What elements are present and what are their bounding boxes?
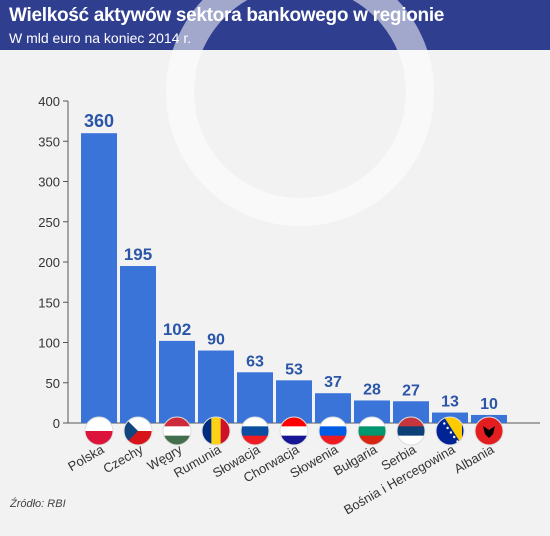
bar	[276, 380, 312, 423]
category-label: Albania	[451, 441, 497, 476]
value-label: 90	[207, 332, 225, 349]
category-label: Polska	[65, 441, 107, 474]
y-tick-label: 0	[53, 416, 60, 431]
value-label: 360	[84, 111, 114, 131]
bar	[120, 266, 156, 423]
value-label: 102	[163, 320, 191, 339]
y-tick-label: 100	[38, 336, 60, 351]
chart-header: Wielkość aktywów sektora bankowego w reg…	[0, 0, 550, 50]
bar	[198, 350, 234, 423]
bar	[237, 372, 273, 423]
value-label: 28	[363, 381, 381, 398]
value-label: 195	[124, 245, 152, 264]
bar	[159, 340, 195, 423]
serbia-flag-icon	[396, 416, 426, 446]
bar	[354, 400, 390, 423]
category-label: Czechy	[100, 441, 145, 476]
albania-flag-icon	[474, 416, 504, 446]
y-tick-label: 400	[38, 94, 60, 109]
y-tick-label: 200	[38, 255, 60, 270]
croatia-flag-icon	[279, 416, 309, 446]
romania-flag-icon	[201, 416, 231, 446]
value-label: 53	[285, 361, 303, 378]
bar	[81, 133, 117, 423]
value-label: 37	[324, 374, 342, 391]
watermark-logo	[166, 0, 434, 226]
hungary-flag-icon	[162, 416, 192, 446]
bosnia-flag-icon	[435, 416, 465, 446]
poland-flag-icon	[84, 416, 114, 446]
source-note: Źródło: RBI	[10, 498, 66, 510]
y-tick-label: 350	[38, 134, 60, 149]
y-tick-label: 300	[38, 175, 60, 190]
chart-subtitle: W mld euro na koniec 2014 r.	[9, 30, 192, 46]
y-tick-label: 150	[38, 295, 60, 310]
slovakia-flag-icon	[240, 416, 270, 446]
value-label: 13	[441, 394, 459, 411]
category-label: Bułgaria	[331, 441, 380, 478]
chart-title: Wielkość aktywów sektora bankowego w reg…	[9, 5, 445, 26]
value-label: 63	[246, 353, 264, 370]
value-label: 27	[402, 382, 420, 399]
bar	[393, 401, 429, 423]
y-tick-label: 250	[38, 215, 60, 230]
y-tick-label: 50	[46, 376, 60, 391]
slovenia-flag-icon	[318, 416, 348, 446]
bulgaria-flag-icon	[357, 416, 387, 446]
czechia-flag-icon	[123, 416, 153, 446]
value-label: 10	[480, 396, 498, 413]
